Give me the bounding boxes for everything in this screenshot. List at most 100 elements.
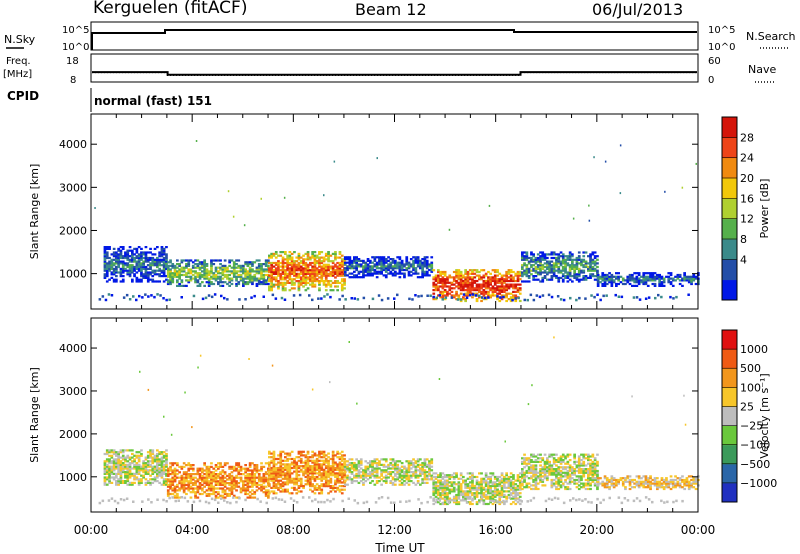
echo-cell <box>503 281 506 284</box>
echo-cell <box>219 279 222 282</box>
echo-cell <box>653 272 657 275</box>
echo-cell <box>322 270 326 274</box>
echo-cell <box>313 272 317 275</box>
echo-cell <box>343 268 347 272</box>
echo-cell <box>318 450 321 453</box>
echo-cell <box>421 463 424 466</box>
echo-cell <box>487 287 490 290</box>
echo-cell <box>277 479 280 482</box>
echo-cell <box>244 489 247 492</box>
echo-cell <box>373 462 377 465</box>
echo-cell <box>246 474 250 477</box>
echo-cell <box>577 251 581 254</box>
echo-cell <box>471 276 474 279</box>
echo-cell <box>260 480 263 483</box>
echo-cell <box>443 274 447 277</box>
echo-cell <box>171 492 175 496</box>
echo-cell <box>403 474 406 477</box>
echo-cell <box>338 488 342 491</box>
echo-cell <box>189 474 193 477</box>
echo-cell <box>140 262 143 265</box>
echo-speck <box>588 204 590 207</box>
echo-cell <box>214 482 218 485</box>
echo-cell <box>198 277 202 280</box>
echo-cell <box>591 253 595 256</box>
echo-cell <box>660 281 664 284</box>
echo-cell <box>214 494 218 497</box>
echo-cell <box>452 477 456 480</box>
echo-cell <box>591 269 595 272</box>
echo-cell <box>568 264 572 267</box>
echo-cell <box>201 263 204 266</box>
echo-cell <box>514 285 518 288</box>
echo-cell <box>541 278 545 281</box>
echo-cell <box>322 456 326 459</box>
echo-cell <box>313 463 317 466</box>
echo-cell <box>503 285 506 288</box>
near-range-echo <box>441 298 444 301</box>
echo-cell <box>149 465 152 468</box>
echo-cell <box>108 256 111 260</box>
echo-cell <box>171 471 175 474</box>
echo-cell <box>171 275 175 278</box>
echo-cell <box>156 265 159 269</box>
echo-cell <box>596 255 599 258</box>
echo-cell <box>110 472 114 475</box>
echo-cell <box>115 474 118 477</box>
echo-cell <box>596 275 600 278</box>
echo-cell <box>194 270 197 273</box>
echo-cell <box>260 281 263 284</box>
echo-cell <box>441 292 445 295</box>
echo-cell <box>343 457 346 461</box>
echo-cell <box>400 267 404 270</box>
echo-cell <box>144 456 148 459</box>
echo-cell <box>279 452 283 455</box>
echo-region <box>432 472 522 506</box>
freq-label-1: Freq. <box>6 56 31 67</box>
echo-cell <box>279 278 283 281</box>
echo-cell <box>324 470 328 473</box>
echo-cell <box>320 474 324 477</box>
echo-cell <box>471 287 474 290</box>
echo-cell <box>387 265 390 268</box>
echo-cell <box>272 265 276 268</box>
echo-cell <box>135 465 139 468</box>
echo-cell <box>380 258 383 261</box>
echo-cell <box>207 273 211 277</box>
echo-cell <box>158 474 161 477</box>
echo-cell <box>149 273 152 276</box>
echo-cell <box>272 468 276 471</box>
echo-cell <box>552 271 556 274</box>
echo-cell <box>320 278 324 281</box>
echo-cell <box>493 269 497 272</box>
echo-cell <box>112 253 116 256</box>
echo-cell <box>596 269 599 272</box>
echo-cell <box>126 256 130 260</box>
near-range-echo <box>180 296 183 299</box>
echo-cell <box>532 278 535 281</box>
echo-cell <box>176 266 179 269</box>
echo-cell <box>532 276 535 279</box>
echo-cell <box>156 449 159 452</box>
echo-cell <box>318 468 321 471</box>
echo-cell <box>527 275 531 278</box>
echo-cell <box>405 268 409 272</box>
echo-cell <box>320 456 324 459</box>
echo-cell <box>262 474 266 477</box>
echo-cell <box>557 276 561 279</box>
echo-cell <box>151 472 155 475</box>
echo-cell <box>226 270 229 273</box>
echo-cell <box>690 277 693 280</box>
echo-cell <box>272 283 276 286</box>
echo-cell <box>299 454 303 457</box>
echo-cell <box>577 255 581 258</box>
echo-cell <box>364 263 368 266</box>
echo-cell <box>103 269 107 272</box>
echo-cell <box>466 283 470 286</box>
echo-cell <box>288 454 292 457</box>
echo-cell <box>338 456 342 459</box>
near-range-echo <box>128 298 132 301</box>
echo-cell <box>331 274 335 277</box>
echo-cell <box>536 258 540 261</box>
echo-cell <box>441 272 445 275</box>
